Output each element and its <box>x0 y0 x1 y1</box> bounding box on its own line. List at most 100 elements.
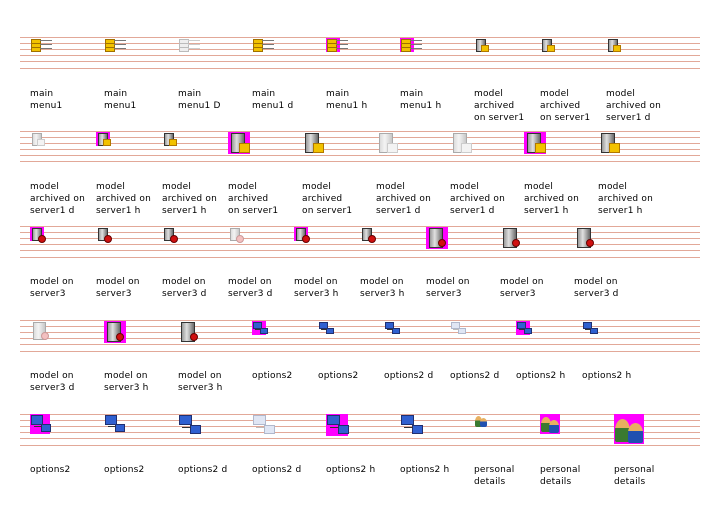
network-options-icon[interactable] <box>326 414 349 436</box>
guide-line <box>20 238 700 239</box>
guide-line <box>20 326 700 327</box>
server-no-entry-icon[interactable] <box>178 321 200 343</box>
menu-icon[interactable] <box>252 38 274 52</box>
icon-label: options2 h <box>326 465 376 475</box>
cable-glyph <box>404 427 413 428</box>
server-no-entry-icon[interactable] <box>574 227 596 249</box>
cable-glyph <box>585 329 591 330</box>
no-entry-glyph <box>438 239 446 247</box>
server-no-entry-icon[interactable] <box>294 227 310 243</box>
guide-line <box>20 344 700 345</box>
folder-glyph <box>105 47 115 52</box>
folder-glyph <box>481 45 489 52</box>
folder-glyph <box>327 47 337 52</box>
monitor-glyph <box>517 322 526 329</box>
guide-line <box>20 155 700 156</box>
icon-label: model archived on server1 h <box>96 182 152 216</box>
guide-line <box>20 420 700 421</box>
folder-glyph <box>401 47 411 52</box>
cable-glyph <box>453 329 459 330</box>
server-no-entry-icon[interactable] <box>500 227 522 249</box>
server-no-entry-icon[interactable] <box>104 321 126 343</box>
monitor-glyph <box>31 415 43 425</box>
person-glyph <box>628 423 643 443</box>
icon-label: options2 h <box>582 371 632 381</box>
network-options-icon[interactable] <box>30 414 51 434</box>
archived-server-icon[interactable] <box>30 132 45 146</box>
person-glyph <box>541 417 551 432</box>
server-no-entry-icon[interactable] <box>30 227 46 243</box>
server-no-entry-icon[interactable] <box>228 227 244 243</box>
archived-server-icon[interactable] <box>540 38 555 52</box>
network-options-icon[interactable] <box>450 321 466 335</box>
menu-icon[interactable] <box>400 38 422 52</box>
network-options-icon[interactable] <box>252 321 268 335</box>
folder-glyph <box>461 143 472 153</box>
server-no-entry-icon[interactable] <box>162 227 178 243</box>
archived-server-icon[interactable] <box>450 132 472 154</box>
server-no-entry-icon[interactable] <box>360 227 376 243</box>
monitor-glyph <box>385 322 394 329</box>
server-no-entry-icon[interactable] <box>30 321 50 341</box>
network-options-icon[interactable] <box>178 414 201 436</box>
icon-label: options2 d <box>450 371 500 381</box>
archived-server-icon[interactable] <box>162 132 177 146</box>
icon-label: main menu1 h <box>326 89 368 111</box>
server-no-entry-icon[interactable] <box>426 227 448 249</box>
personal-details-icon[interactable] <box>540 414 560 434</box>
guide-line <box>20 244 700 245</box>
menu-icon[interactable] <box>326 38 348 52</box>
menu-icon[interactable] <box>104 38 126 52</box>
guide-line <box>20 226 700 227</box>
monitor-glyph <box>253 415 266 425</box>
network-options-icon[interactable] <box>516 321 532 335</box>
text-glyph <box>262 40 274 41</box>
archived-server-icon[interactable] <box>598 132 620 154</box>
monitor-glyph <box>264 425 275 434</box>
server-glyph <box>32 228 42 241</box>
text-glyph <box>114 44 126 45</box>
icon-label: options2 <box>30 465 71 475</box>
text-glyph <box>40 40 52 41</box>
monitor-glyph <box>338 425 349 434</box>
icon-label: options2 <box>252 371 293 381</box>
archived-server-icon[interactable] <box>376 132 398 154</box>
no-entry-glyph <box>368 235 376 243</box>
guide-line <box>20 49 700 50</box>
menu-icon[interactable] <box>178 38 200 52</box>
menu-icon[interactable] <box>30 38 52 52</box>
network-options-icon[interactable] <box>104 414 125 434</box>
guide-line <box>20 414 700 415</box>
archived-server-icon[interactable] <box>96 132 111 146</box>
folder-glyph <box>253 47 263 52</box>
archived-server-icon[interactable] <box>524 132 546 154</box>
icon-label: options2 h <box>516 371 566 381</box>
server-no-entry-icon[interactable] <box>96 227 112 243</box>
cable-glyph <box>321 329 327 330</box>
guide-line <box>20 351 700 352</box>
network-options-icon[interactable] <box>318 321 334 335</box>
icon-label: model on server3 d <box>574 277 619 299</box>
guide-line <box>20 250 700 251</box>
personal-details-icon[interactable] <box>474 414 488 428</box>
archived-server-icon[interactable] <box>302 132 324 154</box>
guide-line <box>20 438 700 439</box>
folder-glyph <box>37 139 45 146</box>
network-options-icon[interactable] <box>252 414 275 436</box>
monitor-glyph <box>412 425 423 434</box>
archived-server-icon[interactable] <box>474 38 489 52</box>
network-options-icon[interactable] <box>400 414 423 436</box>
personal-details-icon[interactable] <box>614 414 644 444</box>
icon-label: model archived on server1 d <box>376 182 432 216</box>
network-options-icon[interactable] <box>384 321 400 335</box>
archived-server-icon[interactable] <box>606 38 621 52</box>
network-options-icon[interactable] <box>582 321 598 335</box>
guide-line <box>20 43 700 44</box>
icon-label: personal details <box>540 465 581 487</box>
cable-glyph <box>256 427 265 428</box>
archived-server-icon[interactable] <box>228 132 250 154</box>
guide-line <box>20 338 700 339</box>
text-glyph <box>40 48 52 49</box>
icon-label: model on server3 d <box>228 277 273 299</box>
monitor-glyph <box>590 328 598 334</box>
